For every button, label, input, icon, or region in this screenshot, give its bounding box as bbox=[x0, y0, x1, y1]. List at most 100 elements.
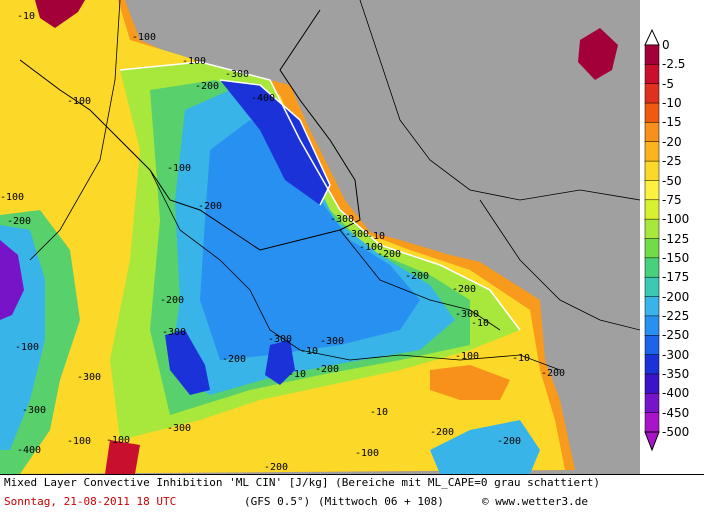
contour-label: -100 bbox=[359, 242, 384, 253]
footer-caption: Mixed Layer Convective Inhibition 'ML CI… bbox=[0, 474, 704, 514]
contour-label: -10 bbox=[512, 353, 531, 364]
contour-label: -100 bbox=[67, 96, 92, 107]
legend-label: -15 bbox=[662, 115, 682, 130]
map-canvas bbox=[0, 0, 640, 474]
legend-label: -175 bbox=[662, 270, 690, 285]
contour-label: -200 bbox=[222, 354, 247, 365]
legend-swatch bbox=[644, 412, 660, 433]
cin-field-darkblue-south bbox=[165, 330, 210, 395]
contour-label: -10 bbox=[288, 369, 307, 380]
cin-field-red-nw bbox=[35, 0, 85, 28]
contour-line-100 bbox=[119, 61, 521, 331]
legend-swatch bbox=[644, 238, 660, 259]
contour-label: -300 bbox=[77, 372, 102, 383]
border-line-2 bbox=[359, 0, 640, 201]
legend-swatch bbox=[644, 373, 660, 395]
contour-label: -200 bbox=[195, 81, 220, 92]
contour-label: -400 bbox=[251, 93, 276, 104]
legend-label: -25 bbox=[662, 154, 682, 169]
contour-label: -400 bbox=[17, 445, 42, 456]
legend-swatch bbox=[644, 276, 660, 298]
contour-label: -10 bbox=[367, 231, 386, 242]
border-line-3 bbox=[339, 229, 501, 331]
legend-label: -450 bbox=[662, 405, 690, 420]
contour-label: -300 bbox=[225, 69, 250, 80]
contour-label: -100 bbox=[0, 192, 25, 203]
contour-label: -100 bbox=[182, 56, 207, 67]
contour-label: -10 bbox=[300, 346, 319, 357]
contour-label: -100 bbox=[106, 435, 131, 446]
cin-map: -10 -100 -100 -100 -100 -100 -100 -100 -… bbox=[0, 0, 640, 474]
legend-swatch bbox=[644, 335, 660, 356]
legend-label: -350 bbox=[662, 367, 690, 381]
contour-label: -100 bbox=[67, 436, 92, 447]
contour-label: -200 bbox=[405, 271, 430, 282]
legend-swatch bbox=[644, 180, 660, 201]
contour-label: -300 bbox=[162, 327, 187, 338]
legend-label: -200 bbox=[662, 289, 690, 304]
legend-swatch bbox=[644, 315, 660, 336]
contour-label: -300 bbox=[345, 229, 370, 240]
cin-field-southeast-cyan bbox=[430, 420, 540, 474]
border-line-5 bbox=[479, 199, 640, 331]
contour-label: -10 bbox=[370, 407, 389, 418]
legend-label: 0 bbox=[662, 38, 670, 52]
legend-swatch bbox=[644, 122, 660, 143]
legend-label: -20 bbox=[662, 134, 682, 149]
contour-label: -200 bbox=[160, 295, 185, 306]
contour-label: -200 bbox=[541, 368, 566, 379]
legend-swatch bbox=[644, 218, 660, 240]
contour-line-300 bbox=[219, 79, 331, 206]
legend-swatch bbox=[644, 83, 660, 104]
legend-swatch bbox=[644, 64, 660, 85]
contour-label: -100 bbox=[167, 163, 192, 174]
cin-field-darkblue-center bbox=[265, 340, 295, 385]
footer-date: Sonntag, 21-08-2011 18 UTC bbox=[4, 495, 177, 508]
legend-label: -150 bbox=[662, 250, 690, 265]
legend-swatch bbox=[644, 199, 660, 220]
contour-label: -200 bbox=[315, 364, 340, 375]
contour-label: -200 bbox=[430, 427, 455, 438]
contour-label: -300 bbox=[455, 309, 480, 320]
cin-field-orange-southeast bbox=[430, 365, 510, 400]
footer-model: (GFS 0.5°) bbox=[244, 495, 311, 508]
contour-label: -100 bbox=[355, 448, 380, 459]
cin-field-darkblue-north bbox=[220, 80, 330, 205]
contour-label: -100 bbox=[132, 32, 157, 43]
legend-label: -225 bbox=[662, 308, 690, 323]
legend-label: -2.5 bbox=[662, 57, 686, 72]
legend-swatch bbox=[644, 296, 660, 317]
legend-label: -100 bbox=[662, 212, 690, 227]
footer-title: Mixed Layer Convective Inhibition 'ML CI… bbox=[4, 476, 601, 489]
legend-swatch bbox=[644, 393, 660, 414]
contour-label: -200 bbox=[377, 249, 402, 260]
coastline bbox=[19, 9, 361, 251]
contour-label: -100 bbox=[455, 351, 480, 362]
legend-colorbar bbox=[644, 28, 660, 452]
contour-label: -200 bbox=[497, 436, 522, 447]
legend-top-arrow bbox=[644, 28, 660, 46]
cin-field-left-purple bbox=[0, 240, 24, 320]
cin-field-red-s bbox=[105, 440, 140, 474]
legend-swatch bbox=[644, 354, 660, 375]
legend-swatch bbox=[644, 44, 660, 66]
contour-label: -300 bbox=[320, 336, 345, 347]
contour-label: -100 bbox=[15, 342, 40, 353]
legend-label: -500 bbox=[662, 425, 690, 439]
contour-label: -300 bbox=[268, 334, 293, 345]
contour-label: -200 bbox=[452, 284, 477, 295]
cin-field-red-ne bbox=[578, 28, 618, 80]
legend-label: -300 bbox=[662, 347, 690, 362]
contour-label: -300 bbox=[167, 423, 192, 434]
legend-label: -125 bbox=[662, 231, 690, 246]
border-line-1 bbox=[149, 169, 561, 371]
contour-label: -200 bbox=[198, 201, 223, 212]
contour-label: -200 bbox=[7, 216, 32, 227]
legend-swatch bbox=[644, 141, 660, 162]
contour-label: -10 bbox=[471, 318, 490, 329]
legend-label: -50 bbox=[662, 173, 682, 188]
contour-label: -300 bbox=[330, 214, 355, 225]
legend-label: -10 bbox=[662, 96, 682, 111]
legend-label: -250 bbox=[662, 328, 690, 343]
legend-swatch bbox=[644, 257, 660, 278]
